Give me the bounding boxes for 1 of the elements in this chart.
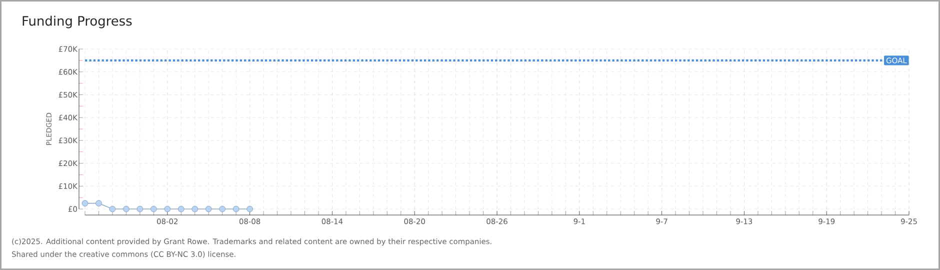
chart-title: Funding Progress [22,16,132,28]
